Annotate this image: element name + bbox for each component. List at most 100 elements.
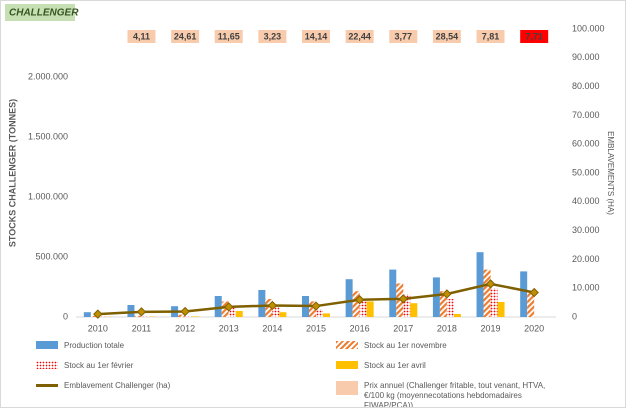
chart-title: CHALLENGER — [9, 8, 79, 19]
bar — [403, 294, 411, 317]
price-label: 22,44 — [348, 31, 371, 41]
price-label: 7,71 — [525, 31, 543, 41]
bar — [520, 271, 528, 317]
bar — [228, 306, 236, 317]
bar — [258, 290, 266, 317]
price-box — [258, 30, 287, 43]
legend-label: Stock au 1er février — [64, 361, 134, 370]
bar — [483, 269, 491, 317]
y-tick-label: 500.000 — [35, 251, 68, 261]
y-axis-title: STOCKS CHALLENGER (TONNES) — [7, 99, 17, 247]
price-label: 3,23 — [264, 31, 282, 41]
legend-swatch — [36, 341, 58, 349]
legend-label: Production totale — [64, 341, 125, 350]
bar — [490, 288, 498, 317]
price-box — [520, 30, 549, 43]
line-marker — [311, 301, 321, 311]
line-marker — [354, 295, 365, 305]
price-box — [345, 30, 374, 43]
bar — [410, 303, 418, 317]
price-box — [171, 30, 200, 43]
x-tick-label: 2010 — [88, 323, 108, 333]
bar — [453, 314, 461, 317]
y-tick-label: 0 — [63, 311, 68, 321]
bar — [185, 315, 193, 317]
bar — [497, 302, 505, 317]
bar — [389, 269, 397, 317]
legend-swatch — [336, 381, 358, 395]
y2-tick-label: 30.000 — [572, 225, 600, 235]
bar — [527, 291, 535, 317]
bar — [83, 312, 91, 317]
bar — [359, 298, 367, 317]
legend-item: Stock au 1er avril — [336, 361, 566, 371]
x-tick-label: 2020 — [524, 323, 544, 333]
legend-swatch — [36, 384, 58, 387]
y2-tick-label: 90.000 — [572, 52, 600, 62]
x-tick-label: 2014 — [262, 323, 282, 333]
y-tick-label: 1.000.000 — [28, 191, 68, 201]
bar — [272, 303, 280, 317]
y2-tick-label: 0 — [572, 311, 577, 321]
x-tick-label: 2018 — [437, 323, 457, 333]
bar — [141, 316, 149, 317]
legend-swatch — [336, 341, 358, 349]
bar — [476, 252, 484, 317]
bar — [265, 299, 273, 317]
x-tick-label: 2011 — [132, 323, 151, 333]
line-marker — [224, 302, 234, 312]
line-marker — [398, 294, 408, 304]
line-marker — [180, 306, 190, 317]
bar — [439, 291, 447, 317]
line-marker — [136, 307, 147, 317]
bar — [97, 316, 105, 317]
legend-label: Stock au 1er avril — [364, 361, 426, 370]
y2-tick-label: 80.000 — [572, 81, 600, 91]
bar — [214, 296, 222, 317]
price-box — [389, 30, 418, 43]
bar — [192, 316, 200, 317]
y2-tick-label: 70.000 — [572, 110, 600, 120]
price-box — [476, 30, 505, 43]
title-box — [5, 4, 75, 21]
y2-tick-label: 50.000 — [572, 167, 600, 177]
x-tick-label: 2013 — [219, 323, 239, 333]
line-marker — [93, 309, 103, 319]
line-marker — [267, 300, 278, 311]
y2-axis-title: EMBLAVEMENTS (HA) — [606, 131, 615, 215]
y2-tick-label: 60.000 — [572, 139, 600, 149]
bar — [90, 315, 98, 317]
y2-tick-label: 10.000 — [572, 283, 600, 293]
price-box — [127, 30, 156, 43]
y2-tick-label: 100.000 — [572, 23, 605, 33]
y-tick-label: 2.000.000 — [28, 71, 68, 81]
bar — [127, 305, 135, 317]
bar — [279, 312, 287, 317]
y2-tick-label: 20.000 — [572, 254, 600, 264]
price-label: 7,81 — [482, 31, 500, 41]
price-label: 14,14 — [305, 31, 328, 41]
y2-tick-label: 40.000 — [572, 196, 600, 206]
legend-swatch — [36, 361, 58, 369]
x-tick-label: 2012 — [175, 323, 195, 333]
bar — [221, 301, 229, 317]
legend-label: Prix annuel (Challenger fritable, tout v… — [364, 381, 546, 408]
x-tick-label: 2017 — [393, 323, 413, 333]
line-marker — [529, 287, 539, 298]
line-marker — [442, 289, 452, 299]
price-label: 24,61 — [174, 31, 197, 41]
legend-item: Stock au 1er février — [36, 361, 266, 371]
price-label: 4,11 — [133, 31, 150, 41]
bar — [366, 301, 374, 317]
legend-item: Prix annuel (Challenger fritable, tout v… — [336, 381, 566, 408]
legend-label: Emblavement Challenger (ha) — [64, 381, 171, 390]
legend-item: Emblavement Challenger (ha) — [36, 381, 266, 391]
bar — [309, 301, 316, 317]
x-tick-label: 2019 — [481, 323, 501, 333]
x-tick-label: 2016 — [350, 323, 370, 333]
price-label: 11,65 — [218, 31, 240, 41]
legend-item: Stock au 1er novembre — [336, 341, 566, 351]
price-box — [302, 30, 330, 43]
bar — [345, 279, 353, 317]
